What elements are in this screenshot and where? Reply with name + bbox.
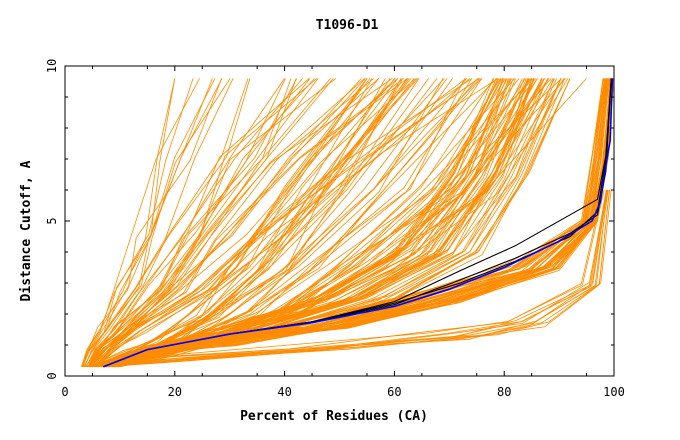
model-curve-steep — [94, 78, 416, 367]
model-curve-lower — [100, 189, 610, 368]
model-curve-lower — [97, 189, 608, 368]
model-curve-steep — [81, 78, 223, 367]
model-curve-steep — [83, 78, 234, 367]
y-tick-label: 5 — [45, 217, 59, 224]
model-curve-mid — [87, 78, 368, 368]
model-curve-steep — [85, 78, 249, 367]
model-curve-steep — [88, 78, 319, 367]
model-curve-steep — [84, 78, 251, 367]
x-tick-label: 60 — [387, 385, 401, 399]
model-curve-steep — [90, 78, 408, 367]
x-tick-label: 0 — [61, 385, 68, 399]
model-curve-near_best — [104, 78, 609, 368]
model-curve-lower — [98, 189, 609, 368]
model-curve-lower — [81, 189, 604, 368]
highlight-lines — [103, 78, 614, 368]
model-curve-steep — [92, 78, 404, 367]
model-curve-lower — [92, 189, 607, 368]
x-tick-label: 80 — [497, 385, 511, 399]
y-tick-label: 10 — [45, 59, 59, 73]
model-curve-steep — [83, 78, 231, 367]
chart-title: T1096-D1 — [316, 18, 379, 33]
model-curve-near_best — [103, 78, 607, 368]
model-curve-lower — [84, 189, 605, 368]
x-tick-label: 40 — [277, 385, 291, 399]
model-curve-steep — [81, 78, 194, 367]
y-tick-label: 0 — [45, 372, 59, 379]
model-curve-mid — [88, 78, 380, 368]
x-tick-label: 100 — [603, 385, 625, 399]
model-curve-mid — [92, 78, 386, 368]
model-curve-steep — [94, 78, 419, 367]
x-tick-label: 20 — [168, 385, 182, 399]
model-curve-lower — [106, 189, 612, 368]
model-curve-steep — [88, 78, 315, 367]
highlight-curve-blue — [103, 78, 614, 368]
axis-ticks: 0 20 40 60 80 100 0 5 10 — [45, 59, 625, 399]
model-curve-steep — [89, 78, 292, 367]
model-curve-steep — [89, 78, 379, 367]
plot-lines — [81, 78, 615, 368]
y-axis-label: Distance Cutoff, A — [19, 160, 34, 301]
model-curve-steep — [90, 78, 393, 367]
model-curve-steep — [81, 78, 176, 367]
x-axis-label: Percent of Residues (CA) — [240, 409, 428, 424]
